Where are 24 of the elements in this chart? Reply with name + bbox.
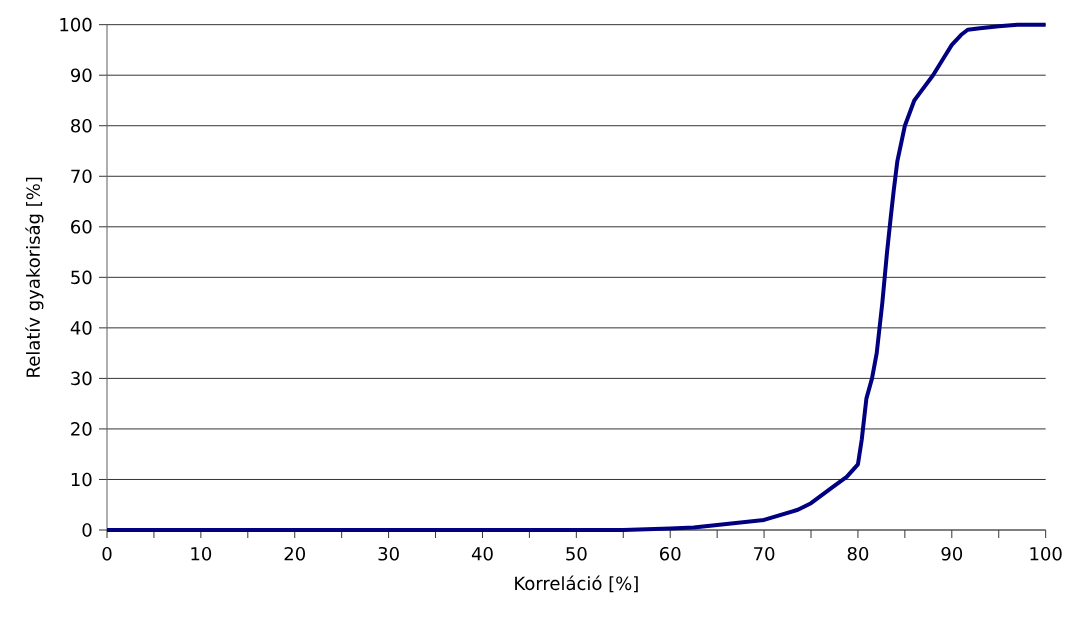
y-tick-label: 30 bbox=[71, 371, 92, 386]
x-tick-label: 80 bbox=[847, 546, 869, 561]
y-tick-label: 100 bbox=[60, 17, 92, 32]
y-tick-label: 20 bbox=[71, 422, 92, 436]
x-tick-label: 0 bbox=[102, 546, 112, 561]
y-tick-label: 70 bbox=[71, 169, 92, 184]
x-tick-label: 60 bbox=[660, 546, 681, 561]
y-tick-label: 80 bbox=[71, 118, 92, 133]
x-tick-label: 70 bbox=[754, 546, 775, 561]
x-tick-label: 10 bbox=[191, 546, 212, 561]
x-tick-label: 20 bbox=[284, 546, 305, 561]
y-tick-label: 0 bbox=[82, 523, 92, 537]
x-tick-label: 100 bbox=[1030, 546, 1062, 561]
x-tick-label: 40 bbox=[471, 546, 493, 561]
x-tick-label: 90 bbox=[941, 546, 963, 561]
y-tick-label: 50 bbox=[71, 270, 92, 285]
y-tick-label: 60 bbox=[71, 219, 92, 234]
x-axis-title: Korreláció [%] bbox=[515, 575, 638, 593]
y-axis-title: Relatív gyakoriság [%] bbox=[25, 177, 44, 377]
x-tick-label: 30 bbox=[378, 546, 399, 561]
y-tick-label: 10 bbox=[71, 472, 92, 487]
x-tick-label: 50 bbox=[566, 546, 587, 561]
y-tick-label: 40 bbox=[70, 321, 92, 335]
y-tick-label: 90 bbox=[70, 68, 92, 82]
